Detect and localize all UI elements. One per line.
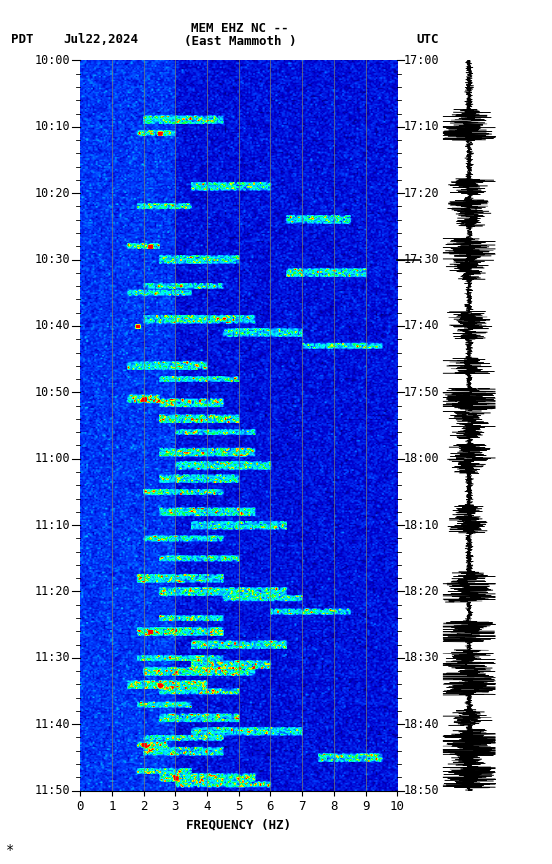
- Text: 10:00: 10:00: [35, 54, 71, 67]
- Text: 11:00: 11:00: [35, 452, 71, 465]
- X-axis label: FREQUENCY (HZ): FREQUENCY (HZ): [186, 819, 291, 832]
- Text: 11:40: 11:40: [35, 718, 71, 731]
- Text: Jul22,2024: Jul22,2024: [63, 33, 139, 46]
- Text: 17:20: 17:20: [404, 187, 439, 200]
- Text: 17:10: 17:10: [404, 120, 439, 133]
- Text: 11:10: 11:10: [35, 518, 71, 531]
- Text: 18:10: 18:10: [404, 518, 439, 531]
- Text: 17:50: 17:50: [404, 386, 439, 399]
- Text: 11:30: 11:30: [35, 651, 71, 664]
- Text: 11:50: 11:50: [35, 784, 71, 797]
- Text: 10:30: 10:30: [35, 253, 71, 266]
- Text: 18:30: 18:30: [404, 651, 439, 664]
- Text: 10:20: 10:20: [35, 187, 71, 200]
- Text: 10:10: 10:10: [35, 120, 71, 133]
- Text: 17:40: 17:40: [404, 320, 439, 333]
- Text: 10:40: 10:40: [35, 320, 71, 333]
- Text: 18:40: 18:40: [404, 718, 439, 731]
- Text: PDT: PDT: [11, 33, 34, 46]
- Text: (East Mammoth ): (East Mammoth ): [184, 35, 296, 48]
- Text: UTC: UTC: [417, 33, 439, 46]
- Text: 18:20: 18:20: [404, 585, 439, 598]
- Text: 18:00: 18:00: [404, 452, 439, 465]
- Text: 11:20: 11:20: [35, 585, 71, 598]
- Text: *: *: [6, 842, 14, 856]
- Text: 10:50: 10:50: [35, 386, 71, 399]
- Text: MEM EHZ NC --: MEM EHZ NC --: [192, 22, 289, 35]
- Text: 17:30: 17:30: [404, 253, 439, 266]
- Text: 18:50: 18:50: [404, 784, 439, 797]
- Text: 17:00: 17:00: [404, 54, 439, 67]
